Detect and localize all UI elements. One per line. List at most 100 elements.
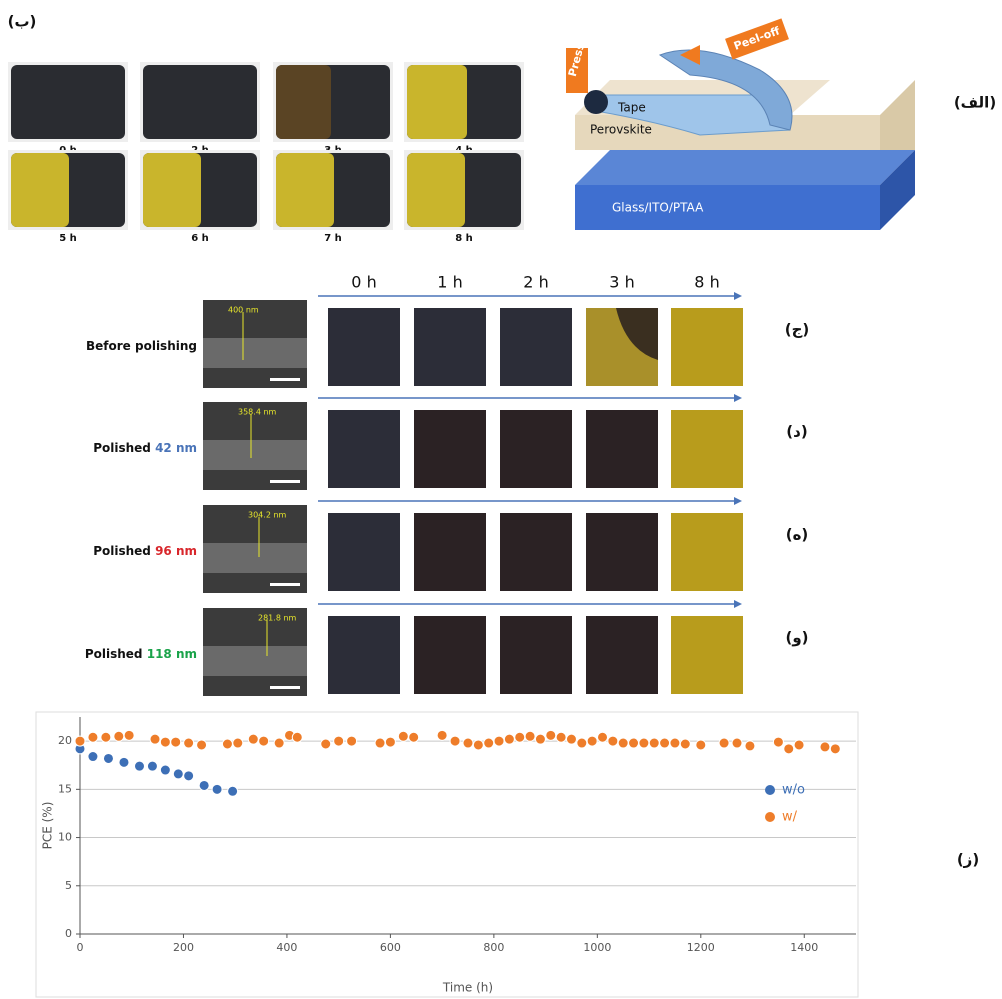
data-point [773,737,783,747]
diagram-label: Glass/ITO/PTAA [612,201,704,215]
data-point [473,740,483,750]
data-point [745,741,755,751]
sem-layer [203,440,307,470]
sample-photo [500,308,572,386]
data-point [197,740,207,750]
x-tick-label: 1400 [790,941,818,954]
data-point [660,738,670,748]
data-point [525,731,535,741]
data-point [75,736,85,746]
data-point [484,738,494,748]
data-point [608,736,618,746]
chart-frame [36,712,858,997]
arrow-head [734,497,742,505]
data-point [535,734,545,744]
arrow-head [734,600,742,608]
sample-photo [586,513,658,591]
data-point [147,761,157,771]
panel-label: (د) [786,423,807,441]
data-point [150,734,160,744]
data-point [292,732,302,742]
data-point [88,752,98,762]
sample-dark [11,65,125,139]
polish-amount: 96 nm [155,544,197,558]
time-label: 0 h [351,273,376,292]
row-label: Polished 42 nm [93,441,197,455]
data-point [618,738,628,748]
data-point [437,730,447,740]
data-point [566,734,576,744]
data-point [321,739,331,749]
data-point [259,736,269,746]
sample-photo [414,308,486,386]
sem-layer [203,338,307,368]
data-point [114,731,124,741]
sem-layer [203,543,307,573]
sample-photo [328,616,400,694]
sample-photo [671,308,743,386]
x-tick-label: 1000 [583,941,611,954]
sample-degraded [276,153,334,227]
data-point [88,732,98,742]
data-point [719,738,729,748]
y-tick-label: 5 [65,879,72,892]
scale-bar [270,378,300,381]
data-point [134,761,144,771]
data-point [248,734,258,744]
y-axis-title: PCE (%) [41,802,55,850]
sem-layer [203,646,307,676]
y-tick-label: 15 [58,782,72,795]
data-point [732,738,742,748]
data-point [794,740,804,750]
data-point [515,732,525,742]
data-point [639,738,649,748]
sample-photo [671,616,743,694]
data-point [101,732,111,742]
sample-photo [328,410,400,488]
time-label: 1 h [437,273,462,292]
data-point [274,738,284,748]
data-point [546,730,556,740]
thickness-label: 304.2 nm [248,511,287,520]
data-point [670,738,680,748]
data-point [629,738,639,748]
polish-amount: 118 nm [147,647,197,661]
sample-degraded [11,153,69,227]
panel-label: (ه) [786,526,809,544]
legend-label: w/o [782,783,805,798]
data-point [598,732,608,742]
x-axis-title: Time (h) [442,981,493,995]
scale-bar [270,583,300,586]
row-name: Before polishing [86,339,197,353]
data-point [577,738,587,748]
row-name: Polished [93,544,151,558]
data-point [199,780,209,790]
time-label: 5 h [59,233,77,244]
data-point [228,786,238,796]
row-label: Polished 118 nm [85,647,197,661]
sample-photo [414,513,486,591]
diagram-label: Perovskite [590,123,652,137]
sample-photo [414,410,486,488]
y-tick-label: 0 [65,927,72,940]
sample-photo [586,616,658,694]
data-point [649,738,659,748]
data-point [784,744,794,754]
panel-label: (و) [785,629,808,647]
time-label: 3 h [609,273,634,292]
row-name: Polished [85,647,143,661]
sample-photo [671,410,743,488]
data-point [587,736,597,746]
sample-degraded [407,153,465,227]
sample-degraded [276,65,331,139]
data-point [450,736,460,746]
time-label: 8 h [694,273,719,292]
data-point [820,742,830,752]
data-point [504,734,514,744]
row-label: Polished 96 nm [93,544,197,558]
data-point [398,731,408,741]
sample-photo [500,410,572,488]
data-point [173,769,183,779]
legend-marker [765,785,775,795]
data-point [212,784,222,794]
